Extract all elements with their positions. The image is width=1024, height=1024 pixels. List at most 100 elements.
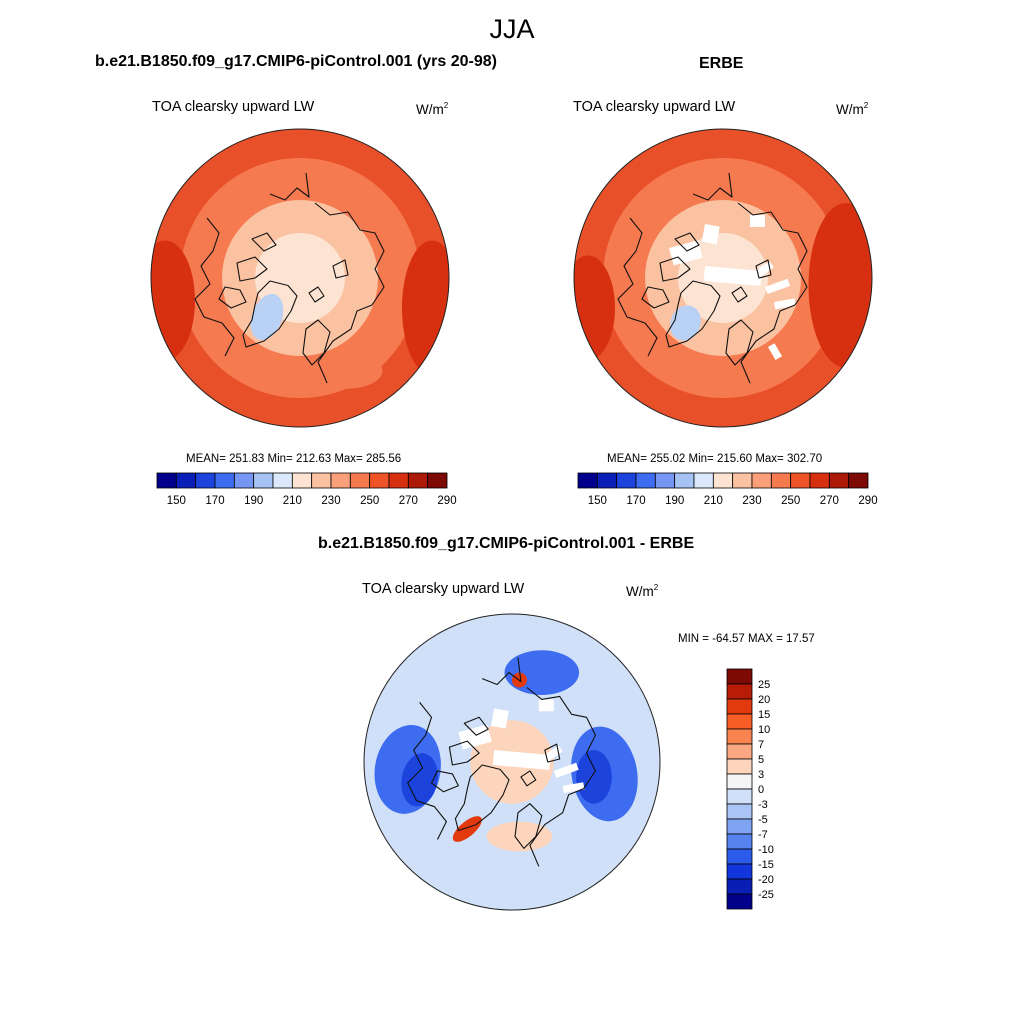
panel-diff-units: W/m2 — [626, 583, 659, 599]
diff-colorbar-label: 15 — [758, 709, 770, 721]
diff-missing-data-4 — [538, 745, 563, 766]
diff-missing-data-2 — [538, 699, 554, 712]
diff-colorbar-label: 3 — [758, 769, 764, 781]
model-coastline-7 — [308, 286, 325, 303]
model-coastline-5 — [314, 202, 385, 384]
diff-colorbar-label: 5 — [758, 754, 764, 766]
model-colorbar-box-13 — [407, 472, 429, 489]
diff-colorbar-box-6 — [726, 758, 753, 775]
diff-coastline-4 — [407, 702, 447, 840]
diff-colorbar-label: -20 — [758, 874, 774, 886]
panel-model-units: W/m2 — [416, 101, 449, 117]
diff-field-patch-3 — [576, 750, 612, 804]
model-colorbar-box-11 — [369, 472, 390, 489]
model-map-border — [150, 128, 450, 428]
diff-coastline-0 — [454, 764, 510, 832]
model-field-patch-2 — [402, 240, 449, 376]
diff-coastline-9 — [481, 657, 522, 686]
erbe-coastline-2 — [641, 286, 670, 309]
panel-erbe-variable-label: TOA clearsky upward LW — [573, 99, 736, 115]
erbe-coastline-6 — [725, 319, 754, 366]
diff-coastline-6 — [514, 803, 543, 849]
erbe-colorbar-box-10 — [770, 472, 792, 489]
panel-model-stats: MEAN= 251.83 Min= 212.63 Max= 285.56 — [186, 453, 402, 465]
erbe-colorbar-label: 230 — [742, 495, 761, 507]
model-colorbar-box-7 — [291, 472, 313, 489]
erbe-colorbar-box-13 — [828, 472, 850, 489]
erbe-colorbar-label: 170 — [626, 495, 645, 507]
panel-erbe-stats: MEAN= 255.02 Min= 215.60 Max= 302.70 — [607, 453, 823, 465]
diff-coastline-5 — [526, 687, 596, 867]
model-colorbar-box-2 — [195, 472, 216, 489]
erbe-colorbar-box-7 — [712, 472, 734, 489]
erbe-colorbar-box-1 — [596, 472, 618, 489]
diff-colorbar-label: -3 — [758, 799, 768, 811]
erbe-colorbar-label: 190 — [665, 495, 684, 507]
model-colorbar-label: 290 — [437, 495, 456, 507]
diff-colorbar-box-7 — [726, 773, 753, 790]
erbe-colorbar-box-3 — [635, 472, 656, 489]
diff-coastline-3 — [463, 716, 489, 736]
erbe-coastline-8 — [755, 259, 772, 279]
diff-colorbar-box-5 — [726, 743, 753, 760]
diff-colorbar-label: 10 — [758, 724, 770, 736]
erbe-colorbar-label: 270 — [820, 495, 839, 507]
model-coastline-9 — [269, 172, 310, 201]
model-colorbar-label: 210 — [283, 495, 302, 507]
diff-field-patch-5 — [486, 821, 553, 852]
model-colorbar-label: 250 — [360, 495, 379, 507]
erbe-colorbar-box-4 — [654, 472, 676, 489]
erbe-colorbar-label: 290 — [858, 495, 877, 507]
model-colorbar-label: 230 — [321, 495, 340, 507]
model-colorbar-box-4 — [233, 472, 255, 489]
erbe-coastline-7 — [731, 286, 748, 303]
model-colorbar-box-9 — [330, 472, 351, 489]
panel-model-variable-label: TOA clearsky upward LW — [152, 99, 315, 115]
model-coastline-6 — [302, 319, 331, 366]
diff-missing-data-5 — [553, 762, 579, 778]
diff-colorbar-box-2 — [726, 698, 753, 715]
erbe-coastline-4 — [617, 217, 658, 357]
map-erbe — [573, 128, 873, 428]
erbe-field-patch-0 — [670, 305, 701, 341]
diff-colorbar-label: 7 — [758, 739, 764, 751]
erbe-missing-data-3 — [703, 266, 762, 286]
diff-coastline-2 — [430, 770, 459, 793]
erbe-missing-data-1 — [701, 224, 720, 245]
erbe-missing-data-2 — [750, 215, 765, 227]
erbe-colorbar-label: 250 — [781, 495, 800, 507]
diff-colorbar-box-14 — [726, 878, 753, 895]
erbe-colorbar-box-12 — [809, 472, 830, 489]
erbe-missing-data-7 — [768, 343, 782, 360]
diff-colorbar-label: -10 — [758, 844, 774, 856]
erbe-colorbar-label: 150 — [588, 495, 607, 507]
colorbar-diff: 25 20 15 10 7 5 3 0 -3 -5 -7 -10 -15 -20 -25 — [726, 668, 774, 910]
diff-colorbar-box-11 — [726, 833, 753, 850]
diff-colorbar-box-12 — [726, 848, 753, 865]
erbe-colorbar-box-8 — [732, 472, 753, 489]
season-title: JJA — [489, 14, 535, 44]
erbe-colorbar-box-0 — [577, 472, 598, 489]
model-colorbar-label: 150 — [167, 495, 186, 507]
diff-colorbar-box-1 — [726, 683, 753, 700]
erbe-field-patch-2 — [574, 255, 615, 361]
erbe-missing-data-5 — [765, 278, 791, 295]
model-colorbar-label: 190 — [244, 495, 263, 507]
diff-colorbar-label: 25 — [758, 679, 770, 691]
erbe-coastline-5 — [737, 202, 808, 384]
model-colorbar-box-14 — [427, 472, 448, 489]
diff-colorbar-label: 0 — [758, 784, 764, 796]
model-colorbar-box-3 — [214, 472, 235, 489]
diff-colorbar-box-13 — [726, 863, 753, 880]
model-coastline-8 — [332, 259, 349, 279]
model-colorbar-box-8 — [311, 472, 332, 489]
panel-diff-stats: MIN = -64.57 MAX = 17.57 — [678, 633, 815, 645]
model-field-patch-1 — [151, 240, 195, 361]
diff-colorbar-box-9 — [726, 803, 753, 820]
panel-erbe-units: W/m2 — [836, 101, 869, 117]
diff-colorbar-label: -7 — [758, 829, 768, 841]
erbe-colorbar-box-14 — [848, 472, 869, 489]
colorbar-model: 150 170 190 210 230 250 270 290 — [156, 472, 457, 507]
diff-colorbar-box-3 — [726, 713, 753, 730]
model-colorbar-box-10 — [349, 472, 371, 489]
